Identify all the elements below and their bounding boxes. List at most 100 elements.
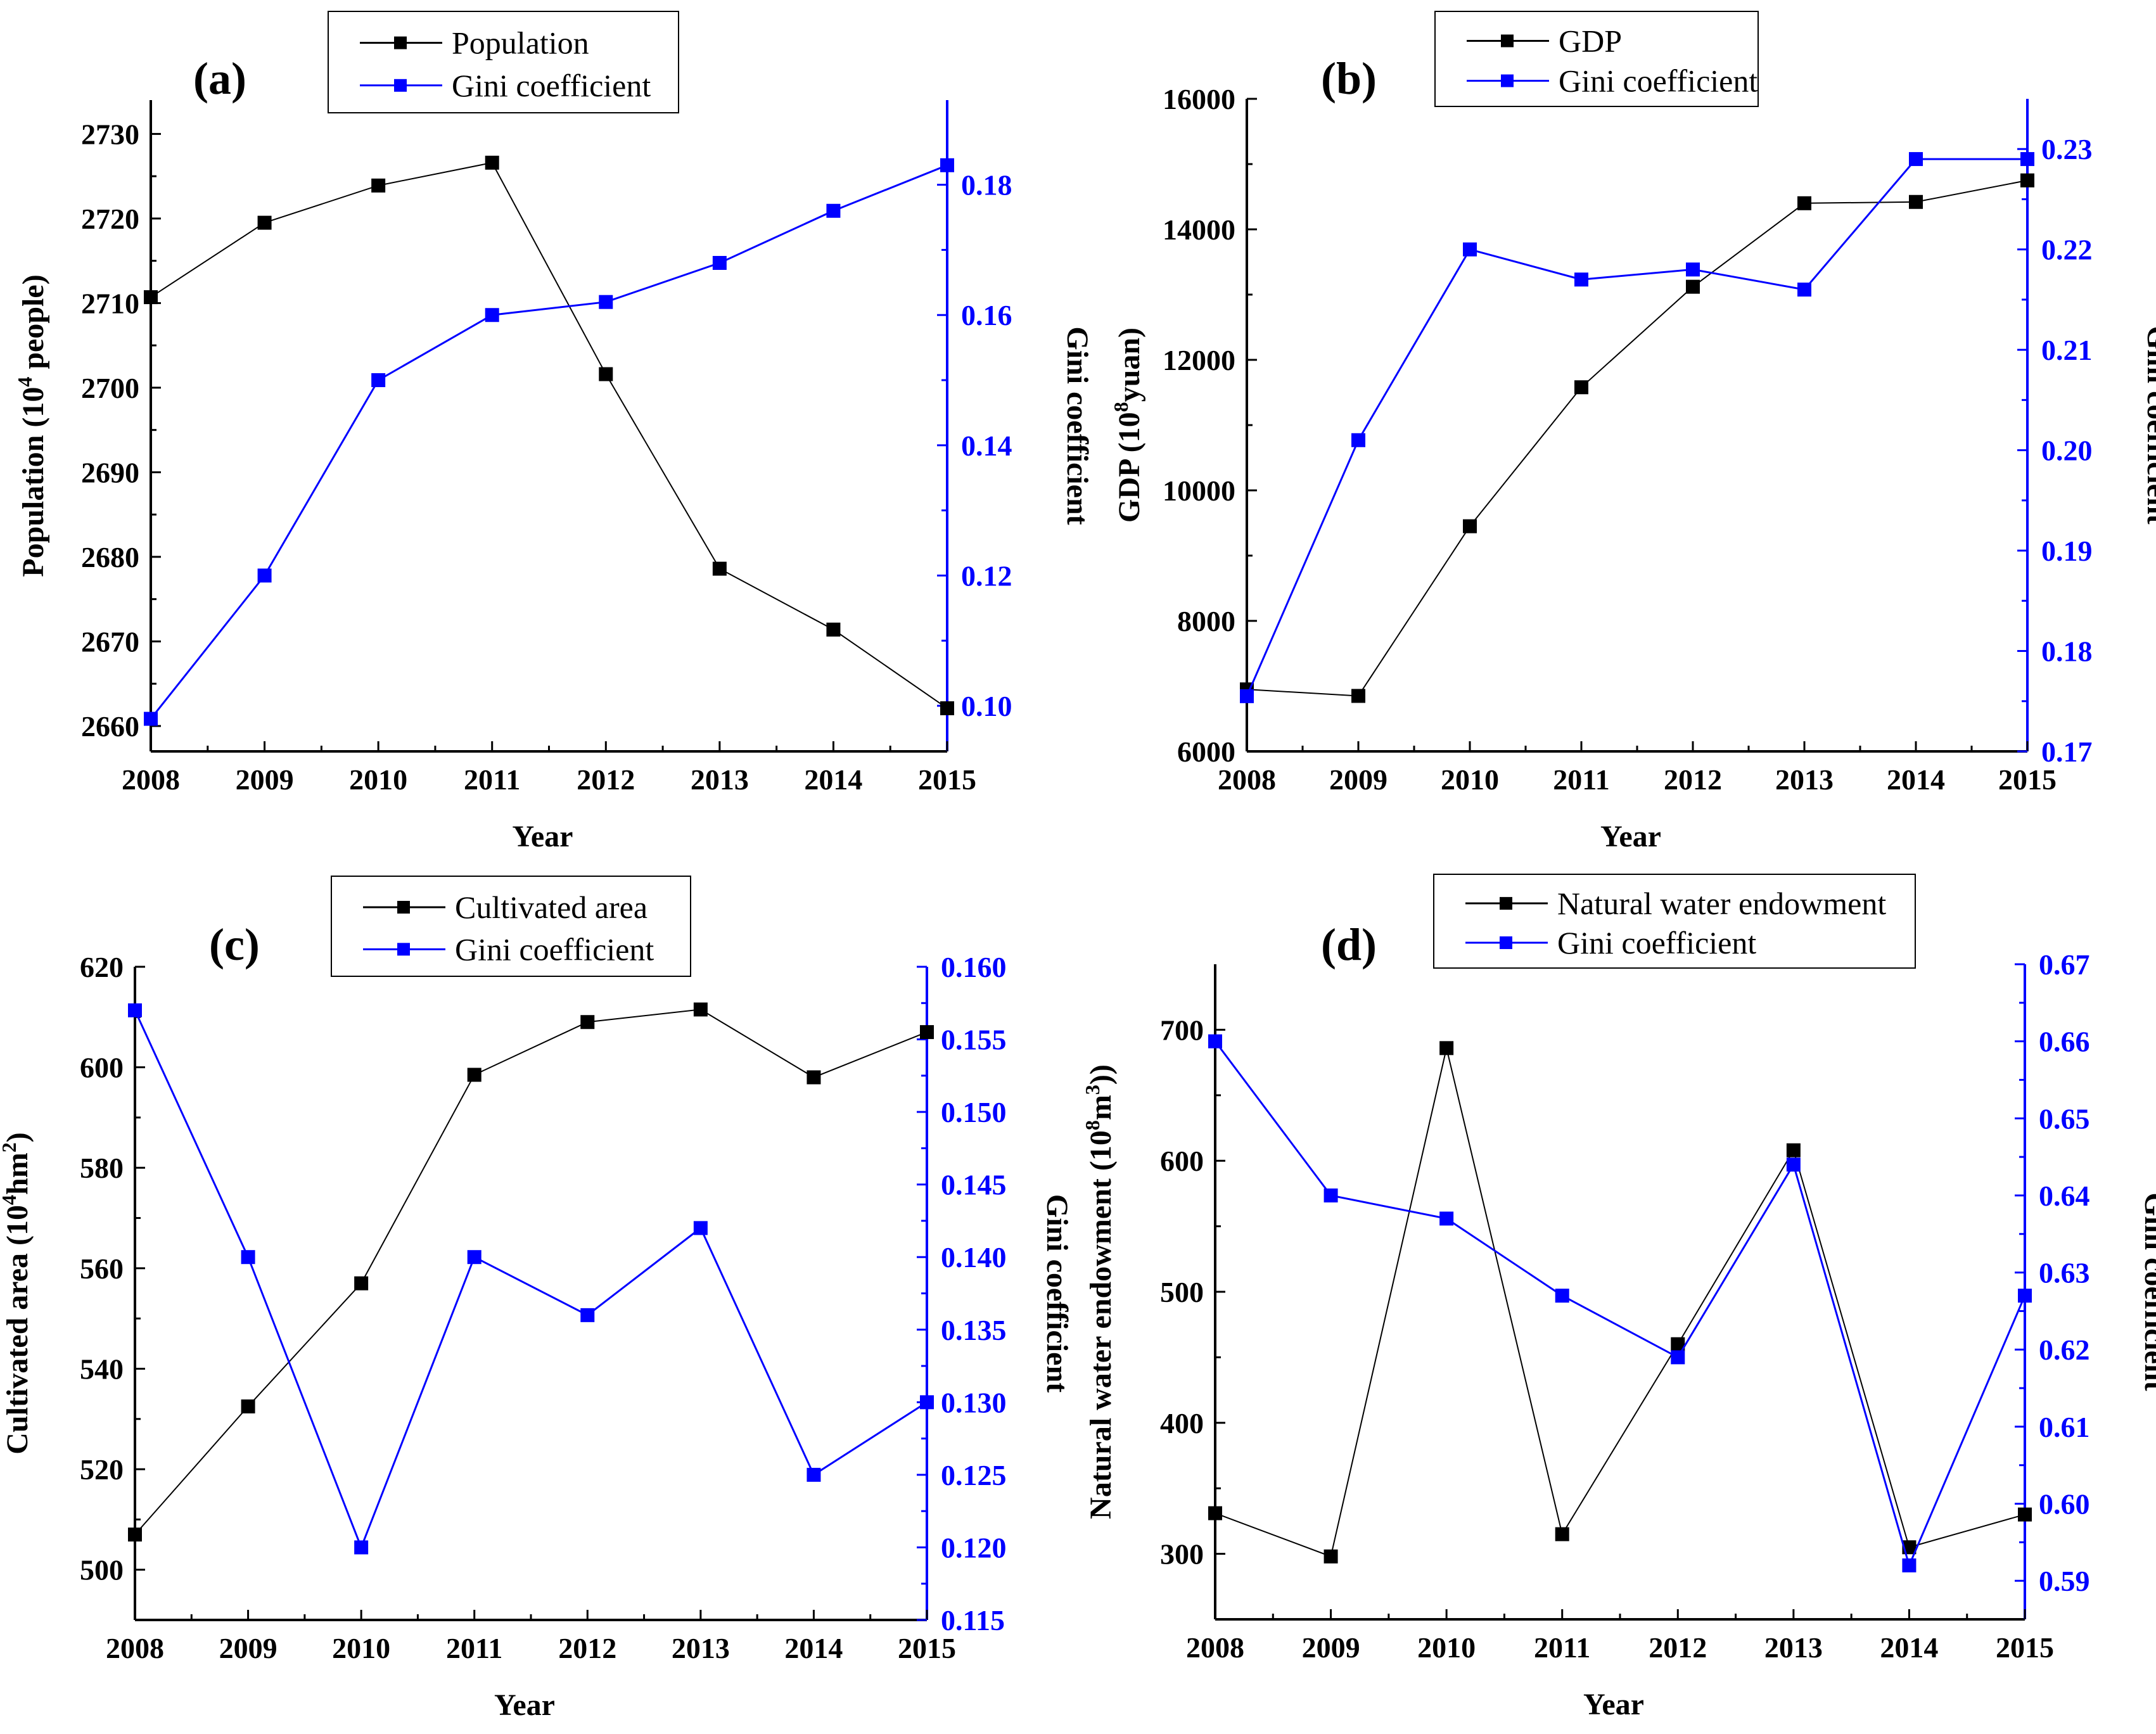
data-point-population [485,155,499,170]
x-axis-title: Year [1600,820,1661,853]
left-tick-label: 8000 [1177,605,1235,637]
chart-panel-a: 2008 2009 2010 2011 2012 2013 2014 2015 Year 2660… [13,11,1094,853]
data-point-gdp [1686,279,1700,294]
data-point-gini-coefficient [693,1221,708,1235]
x-tick-label: 2015 [1998,763,2057,796]
data-point-gini-coefficient [241,1250,255,1265]
panel-label: (a) [193,53,246,104]
left-tick-label: 2660 [81,710,139,743]
data-point-gini-coefficient [1686,262,1700,277]
x-tick-label: 2010 [349,763,407,796]
data-point-gini-coefficient [128,1003,142,1017]
data-point-gini-coefficient [354,1540,369,1555]
x-tick-label: 2008 [1186,1631,1244,1664]
chart-panel-d: 2008 2009 2010 2011 2012 2013 2014 2015 Year 300 4… [1081,874,2156,1721]
data-point-gini-coefficient [1786,1157,1801,1172]
legend-label: Gini coefficient [455,931,654,967]
data-point-population [371,178,386,193]
data-point-cultivated-area [354,1276,369,1291]
right-tick-label: 0.14 [961,430,1012,462]
series-line-gini-coefficient [134,1010,928,1550]
x-axis-title: Year [1583,1688,1644,1721]
data-point-cultivated-area [128,1527,142,1542]
left-tick-label: 16000 [1163,83,1235,115]
data-point-gdp [2020,173,2034,188]
x-tick-label: 2014 [1880,1631,1938,1664]
right-tick-label: 0.10 [961,690,1012,722]
right-tick-label: 0.130 [941,1386,1007,1418]
x-tick-label: 2015 [1996,1631,2054,1664]
legend-marker [1501,34,1514,48]
data-point-cultivated-area [241,1399,255,1413]
right-tick-label: 0.23 [2041,133,2093,165]
left-axis-title-part-0: Cultivated area (10 [1,1205,34,1455]
panel-label: (d) [1321,919,1377,970]
legend-marker [1501,74,1514,87]
data-point-gini-coefficient [257,568,272,583]
left-tick-label: 2690 [81,456,139,488]
data-point-gini-coefficient [940,158,954,172]
legend-box [1433,874,1916,969]
left-axis-title-part-3: 3 [1081,1085,1104,1095]
x-axis-title: Year [494,1688,555,1722]
data-point-natural-water-endowment [1786,1143,1801,1157]
x-tick-label: 2008 [1218,763,1276,796]
x-tick-label: 2013 [1764,1631,1823,1664]
legend-label: GDP [1559,23,1622,59]
left-axis-title-part-0: Population (10 [16,387,50,577]
data-point-gdp [1574,380,1588,395]
chart-panel-c: 2008 2009 2010 2011 2012 2013 2014 2015 Year 500 5… [0,876,1074,1722]
left-axis-title-part-2: hm [1,1152,34,1195]
right-tick-label: 0.65 [2039,1102,2090,1135]
left-tick-label: 500 [80,1554,124,1586]
left-tick-label: 700 [1160,1014,1204,1046]
data-point-gini-coefficient [1240,689,1254,703]
left-tick-label: 300 [1160,1538,1204,1571]
left-tick-label: 14000 [1163,214,1235,246]
x-tick-label: 2015 [898,1632,956,1664]
left-tick-label: 10000 [1163,475,1235,507]
data-point-population [144,290,158,305]
x-tick-label: 2015 [918,763,976,796]
right-tick-label: 0.125 [941,1459,1007,1491]
data-point-cultivated-area [467,1068,482,1082]
right-tick-label: 0.20 [2041,435,2093,467]
data-point-gdp [1909,194,1923,209]
data-point-gdp [1463,519,1477,533]
left-axis-title-part-4: ) [1,1132,34,1142]
right-tick-label: 0.115 [941,1604,1005,1636]
left-axis-title-part-4: )) [1084,1064,1118,1085]
left-tick-label: 2720 [81,203,139,235]
right-tick-label: 0.155 [941,1024,1007,1056]
panel-label: (c) [209,919,260,970]
legend-marker [397,943,410,956]
left-axis-title-part-0: GDP (10 [1113,412,1146,523]
data-point-gini-coefficient [807,1467,821,1482]
data-point-gdp [1351,689,1365,703]
x-tick-label: 2011 [1534,1631,1590,1664]
x-tick-label: 2008 [122,763,180,796]
series-line-gini-coefficient [1246,158,2027,697]
left-axis-title-part-1: 8 [1109,402,1132,412]
right-tick-label: 0.140 [941,1241,1007,1273]
x-tick-label: 2010 [332,1632,390,1664]
left-axis-title-part-1: 8 [1081,1120,1104,1130]
right-tick-label: 0.145 [941,1169,1007,1201]
x-tick-label: 2011 [464,763,520,796]
x-tick-label: 2013 [691,763,749,796]
x-tick-label: 2013 [1775,763,1834,796]
data-point-gini-coefficient [1574,272,1588,287]
left-axis-title-part-0: Natural water endowment (10 [1084,1130,1118,1519]
data-point-gini-coefficient [1797,283,1811,297]
x-tick-label: 2010 [1441,763,1499,796]
left-tick-label: 2730 [81,118,139,150]
right-tick-label: 0.63 [2039,1257,2090,1289]
left-axis-title: Population (104 people) [13,274,50,577]
x-tick-label: 2014 [1887,763,1945,796]
x-tick-label: 2014 [804,763,862,796]
x-tick-label: 2012 [577,763,635,796]
right-tick-label: 0.59 [2039,1565,2090,1597]
data-point-gini-coefficient [712,256,727,270]
left-tick-label: 12000 [1163,344,1235,376]
x-axis-title: Year [513,820,573,853]
